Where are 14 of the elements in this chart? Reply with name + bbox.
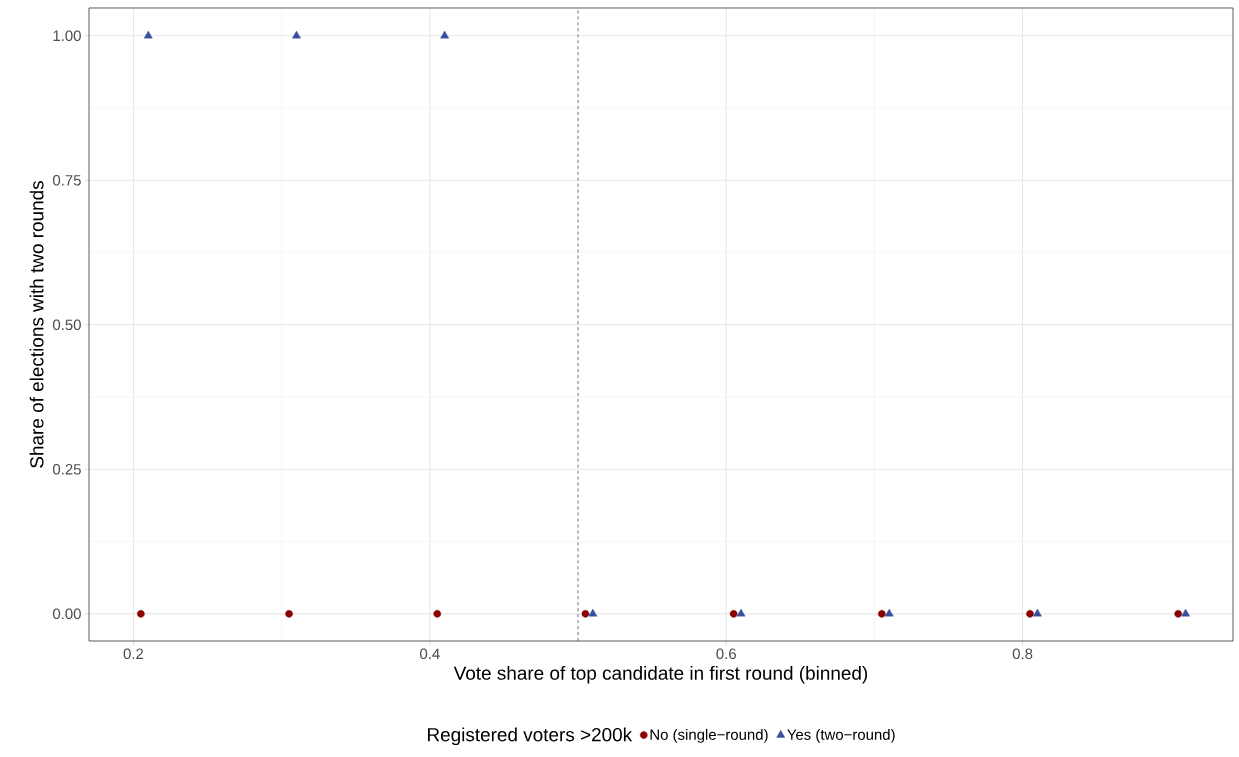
y-tick-label: 0.00 xyxy=(52,608,81,620)
x-tick-label: 0.8 xyxy=(1012,648,1033,660)
x-tick-label: 0.6 xyxy=(716,648,736,660)
y-tick-label: 0.25 xyxy=(52,464,81,475)
legend-label: No (single−round) xyxy=(650,728,768,743)
legend-title: Registered voters >200k xyxy=(428,727,633,746)
x-tick-label: 0.2 xyxy=(123,648,144,660)
y-axis-title: Share of elections with two rounds xyxy=(29,181,44,468)
x-axis-title: Vote share of top candidate in first round (binned) xyxy=(453,665,868,684)
legend-label: Yes (two−round) xyxy=(787,728,895,743)
y-tick-label: 1.00 xyxy=(53,30,81,42)
x-tick-label: 0.4 xyxy=(420,648,440,660)
y-tick-label: 0.75 xyxy=(52,174,81,186)
y-tick-label: 0.50 xyxy=(52,319,81,331)
